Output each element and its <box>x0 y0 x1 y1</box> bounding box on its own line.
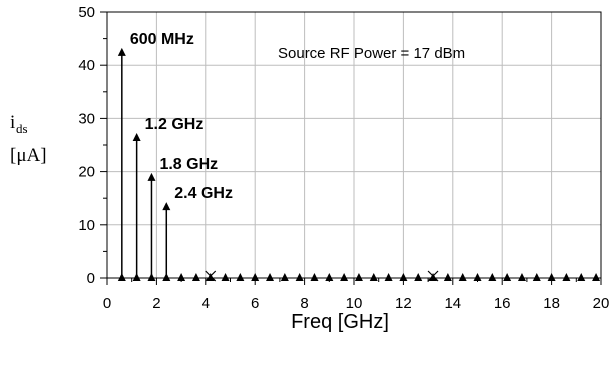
x-tick-label: 8 <box>300 295 308 312</box>
baseline-marker <box>369 273 378 281</box>
stem-marker <box>117 47 126 56</box>
baseline-marker <box>206 273 215 281</box>
x-tick-label: 4 <box>202 295 210 312</box>
y-axis-title-sub: ds <box>16 121 28 136</box>
y-tick-label: 50 <box>78 4 95 21</box>
stem-marker <box>132 133 141 142</box>
x-tick-label: 2 <box>152 295 160 312</box>
baseline-marker <box>295 273 304 281</box>
baseline-marker <box>414 273 423 281</box>
baseline-marker <box>325 273 334 281</box>
baseline-marker <box>177 273 186 281</box>
x-tick-label: 10 <box>346 295 363 312</box>
y-axis-title-main: i <box>10 112 15 133</box>
baseline-marker <box>384 273 393 281</box>
x-tick-label: 18 <box>543 295 560 312</box>
baseline-marker <box>340 273 349 281</box>
x-axis-title: Freq [GHz] <box>291 311 389 333</box>
baseline-marker <box>488 273 497 281</box>
stem-label: 1.8 GHz <box>159 156 218 173</box>
baseline-marker <box>429 273 438 281</box>
y-tick-label: 30 <box>78 110 95 127</box>
baseline-marker <box>547 273 556 281</box>
baseline-marker <box>280 273 289 281</box>
tick-labels: 0 2 4 6 8 10 12 14 16 18 20 0 10 20 30 40 50 <box>78 4 609 312</box>
stem-label: 1.2 GHz <box>145 116 204 133</box>
stem-marker <box>162 202 171 211</box>
stems: 600 MHz 1.2 GHz 1.8 GHz 2.4 GHz <box>117 31 233 278</box>
y-axis-title-unit: [μA] <box>10 145 47 166</box>
x-tick-label: 20 <box>593 295 610 312</box>
baseline-marker <box>191 273 200 281</box>
x-tick-label: 16 <box>494 295 511 312</box>
baseline-marker <box>577 273 586 281</box>
stem-marker <box>147 172 156 181</box>
baseline-marker <box>458 273 467 281</box>
x-tick-label: 12 <box>395 295 412 312</box>
y-axis-title: i ds [μA] <box>10 112 47 166</box>
baseline-marker <box>503 273 512 281</box>
baseline-marker <box>517 273 526 281</box>
baseline-marker <box>310 273 319 281</box>
baseline-marker <box>251 273 260 281</box>
baseline-marker <box>236 273 245 281</box>
source-power-annotation: Source RF Power = 17 dBm <box>278 45 465 62</box>
y-tick-label: 10 <box>78 217 95 234</box>
x-tick-label: 14 <box>444 295 461 312</box>
baseline-markers <box>117 270 601 282</box>
y-tick-label: 20 <box>78 164 95 181</box>
baseline-marker <box>562 273 571 281</box>
baseline-marker <box>266 273 275 281</box>
x-tick-label: 6 <box>251 295 259 312</box>
baseline-marker <box>443 273 452 281</box>
baseline-marker <box>592 273 601 281</box>
y-tick-label: 0 <box>87 270 95 287</box>
baseline-marker <box>354 273 363 281</box>
grid <box>107 12 601 278</box>
baseline-marker <box>473 273 482 281</box>
stem-label: 2.4 GHz <box>174 185 233 202</box>
baseline-marker <box>221 273 230 281</box>
x-marker <box>205 270 217 282</box>
x-marker <box>427 270 439 282</box>
y-tick-label: 40 <box>78 57 95 74</box>
stem-label: 600 MHz <box>130 31 194 48</box>
baseline-marker <box>399 273 408 281</box>
x-tick-label: 0 <box>103 295 111 312</box>
baseline-marker <box>532 273 541 281</box>
